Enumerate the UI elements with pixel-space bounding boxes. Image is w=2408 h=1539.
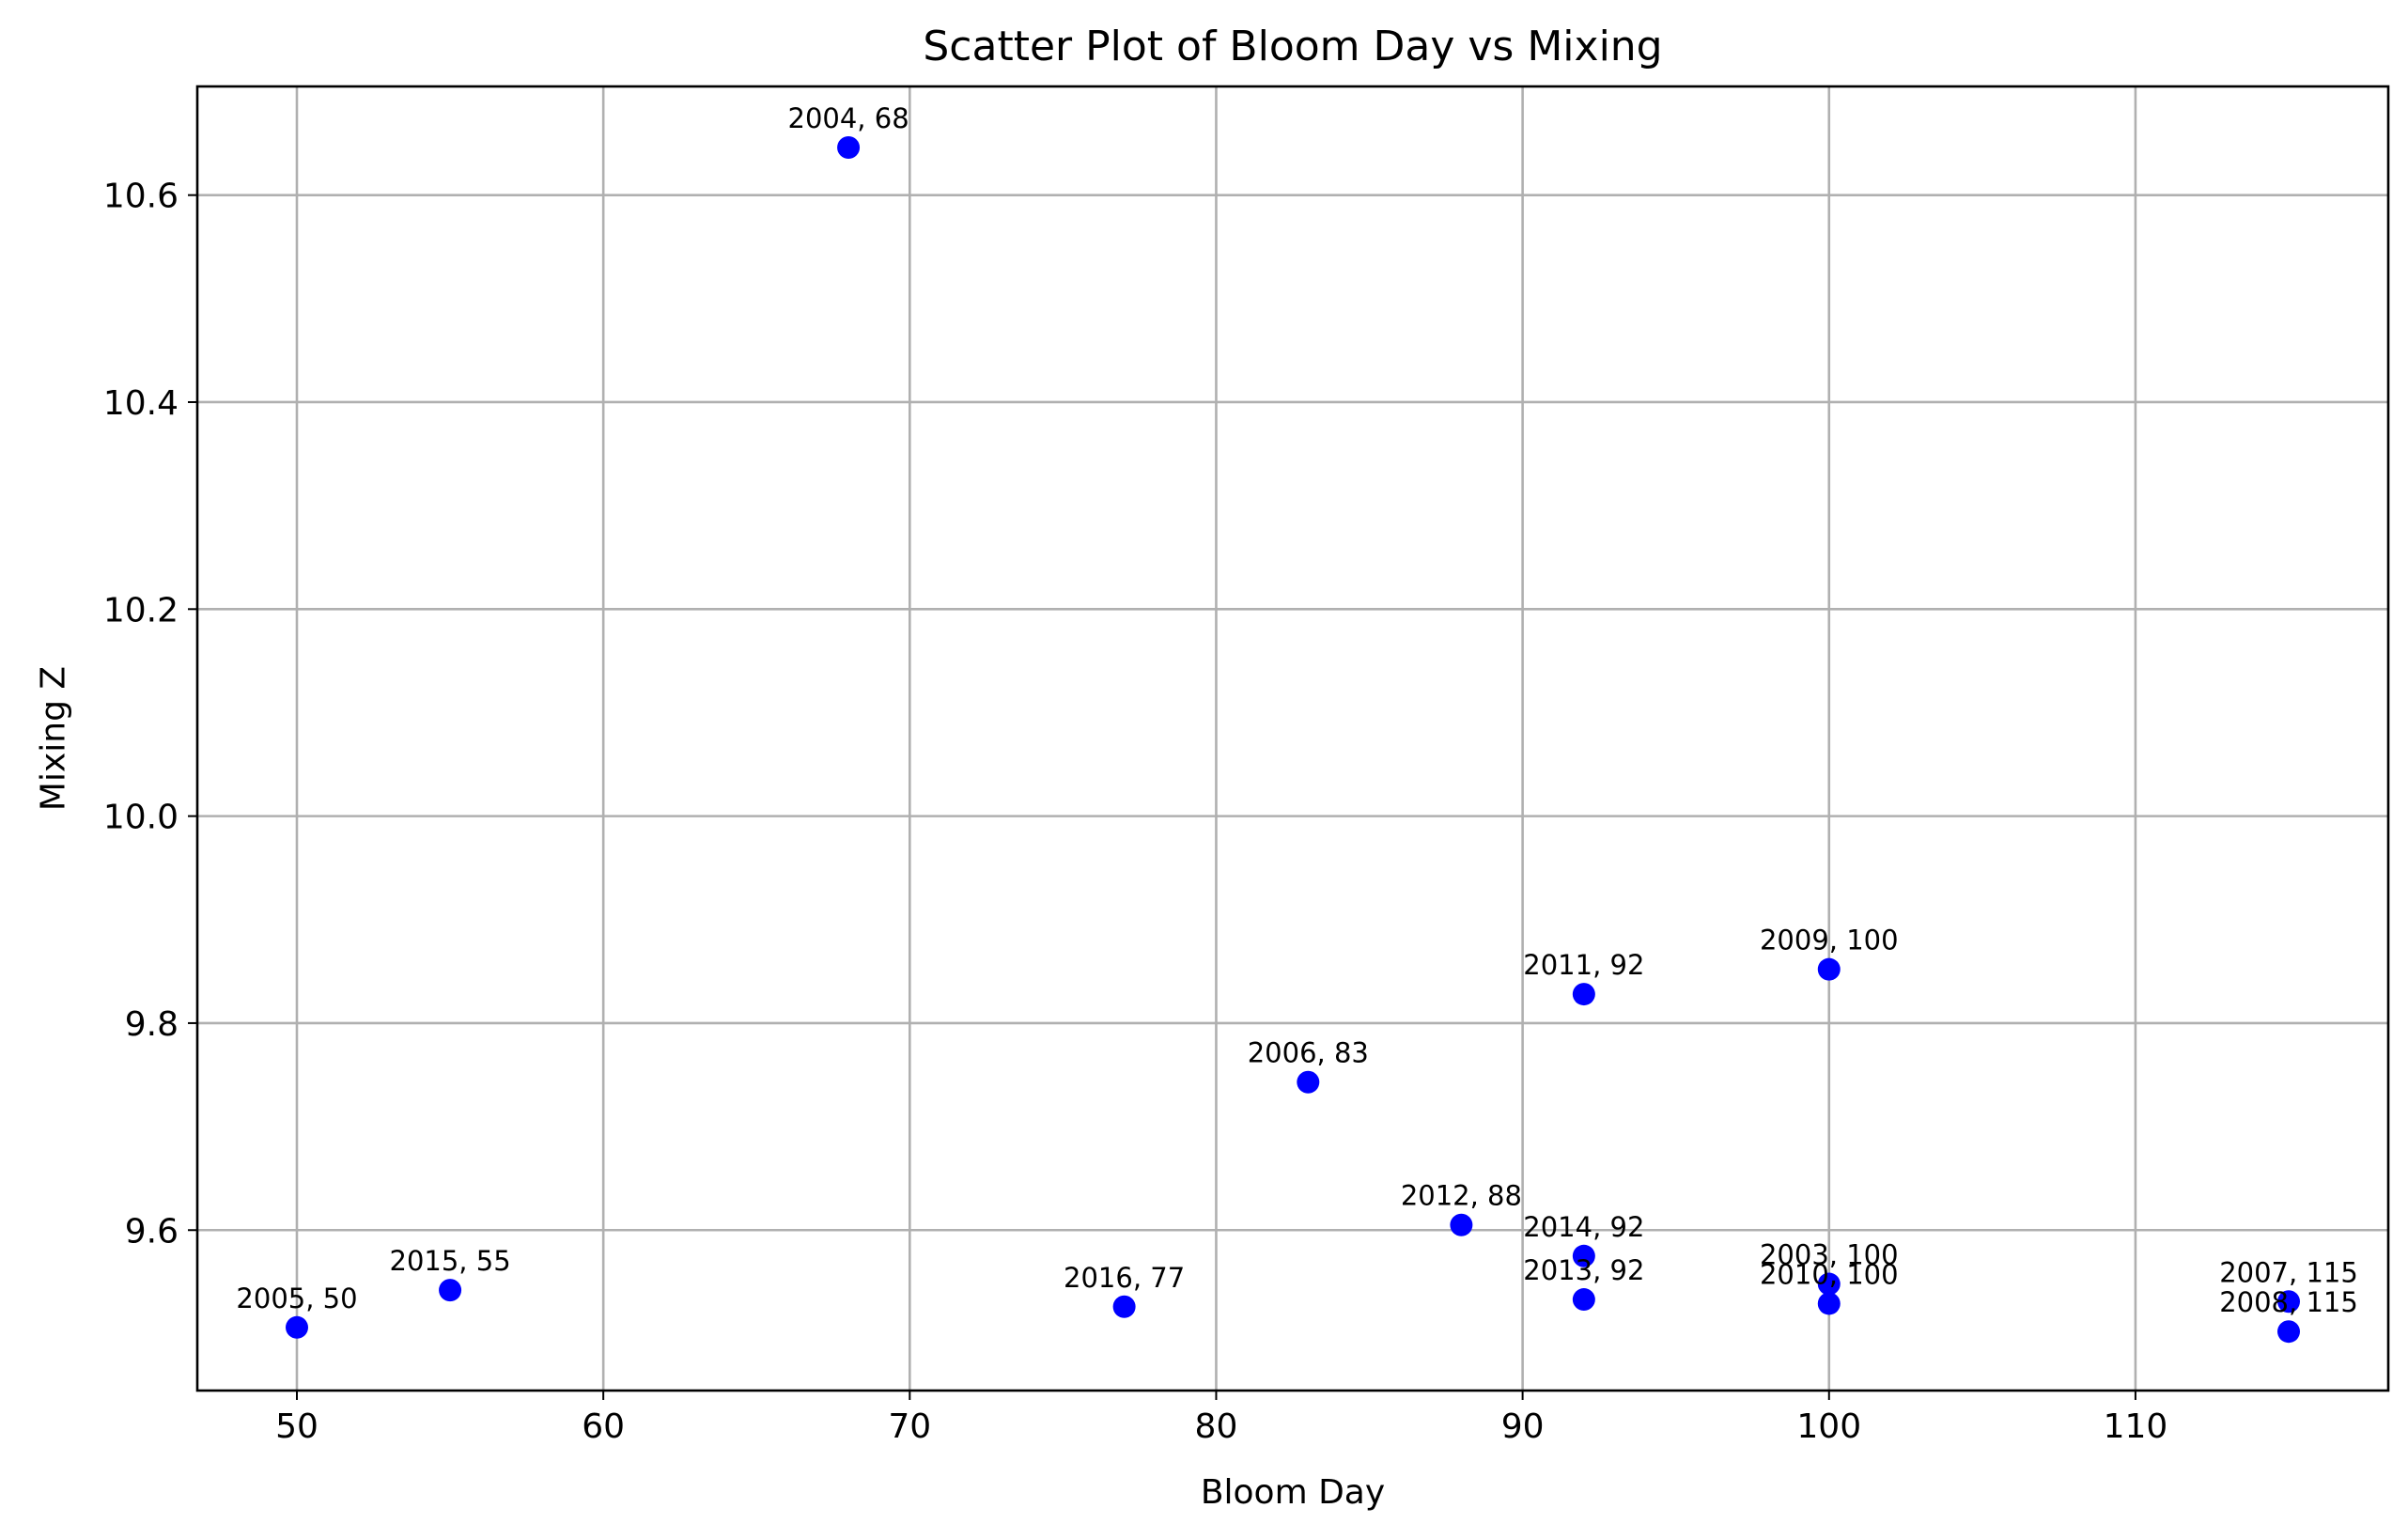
scatter-point bbox=[2277, 1290, 2300, 1314]
x-tick-label: 70 bbox=[888, 1407, 931, 1446]
point-label: 2011, 92 bbox=[1523, 949, 1644, 981]
point-label: 2013, 92 bbox=[1523, 1254, 1644, 1286]
x-tick-label: 80 bbox=[1195, 1407, 1238, 1446]
scatter-point bbox=[1817, 957, 1841, 981]
scatter-point bbox=[1817, 1292, 1841, 1315]
plot-area-frame bbox=[195, 85, 2390, 1392]
scatter-point bbox=[1817, 1272, 1841, 1296]
point-label: 2012, 88 bbox=[1401, 1180, 1522, 1212]
x-tick-label: 110 bbox=[2104, 1407, 2168, 1446]
point-label: 2014, 92 bbox=[1523, 1211, 1644, 1243]
y-tick-label: 10.4 bbox=[103, 384, 179, 423]
point-label: 2007, 115 bbox=[2219, 1256, 2358, 1288]
data-points bbox=[286, 135, 2300, 1344]
y-axis-label: Mixing Z bbox=[35, 666, 73, 811]
y-tick-label: 9.8 bbox=[125, 1005, 179, 1044]
point-label: 2004, 68 bbox=[788, 102, 909, 134]
grid bbox=[197, 86, 2388, 1391]
point-label: 2015, 55 bbox=[390, 1245, 511, 1277]
y-tick-label: 9.6 bbox=[125, 1212, 179, 1251]
scatter-point bbox=[2277, 1320, 2300, 1344]
scatter-point bbox=[286, 1315, 308, 1339]
x-tick-label: 90 bbox=[1501, 1407, 1545, 1446]
chart-title: Scatter Plot of Bloom Day vs Mixing bbox=[923, 23, 1662, 70]
point-label: 2006, 83 bbox=[1248, 1037, 1369, 1069]
y-tick-label: 10.2 bbox=[103, 591, 179, 630]
scatter-point bbox=[439, 1279, 462, 1302]
x-axis-label: Bloom Day bbox=[1201, 1473, 1385, 1512]
point-label: 2003, 100 bbox=[1760, 1239, 1899, 1271]
x-tick-label: 60 bbox=[582, 1407, 625, 1446]
y-tick-label: 10.6 bbox=[103, 178, 179, 216]
point-label: 2009, 100 bbox=[1760, 925, 1899, 956]
point-label: 2016, 77 bbox=[1064, 1262, 1185, 1294]
data-labels: 2004, 68 2005, 50 2015, 55 2016, 77 2006, 83… bbox=[236, 102, 2357, 1318]
scatter-point bbox=[1450, 1213, 1473, 1236]
point-label: 2010, 100 bbox=[1760, 1258, 1899, 1290]
scatter-point bbox=[1112, 1295, 1136, 1318]
y-tick-label: 10.0 bbox=[103, 799, 179, 837]
scatter-point bbox=[1572, 983, 1595, 1006]
axis-ticks: 50 60 70 80 90 100 110 9.6 9.8 10.0 10.2 10.4 10.6 bbox=[103, 178, 2167, 1446]
scatter-point bbox=[837, 135, 861, 159]
point-label: 2008, 115 bbox=[2219, 1286, 2358, 1318]
scatter-point bbox=[1297, 1070, 1320, 1094]
x-tick-label: 100 bbox=[1796, 1407, 1861, 1446]
x-tick-label: 50 bbox=[275, 1407, 318, 1446]
scatter-point bbox=[1572, 1244, 1595, 1267]
point-label: 2005, 50 bbox=[236, 1282, 357, 1314]
scatter-point bbox=[1572, 1288, 1595, 1312]
